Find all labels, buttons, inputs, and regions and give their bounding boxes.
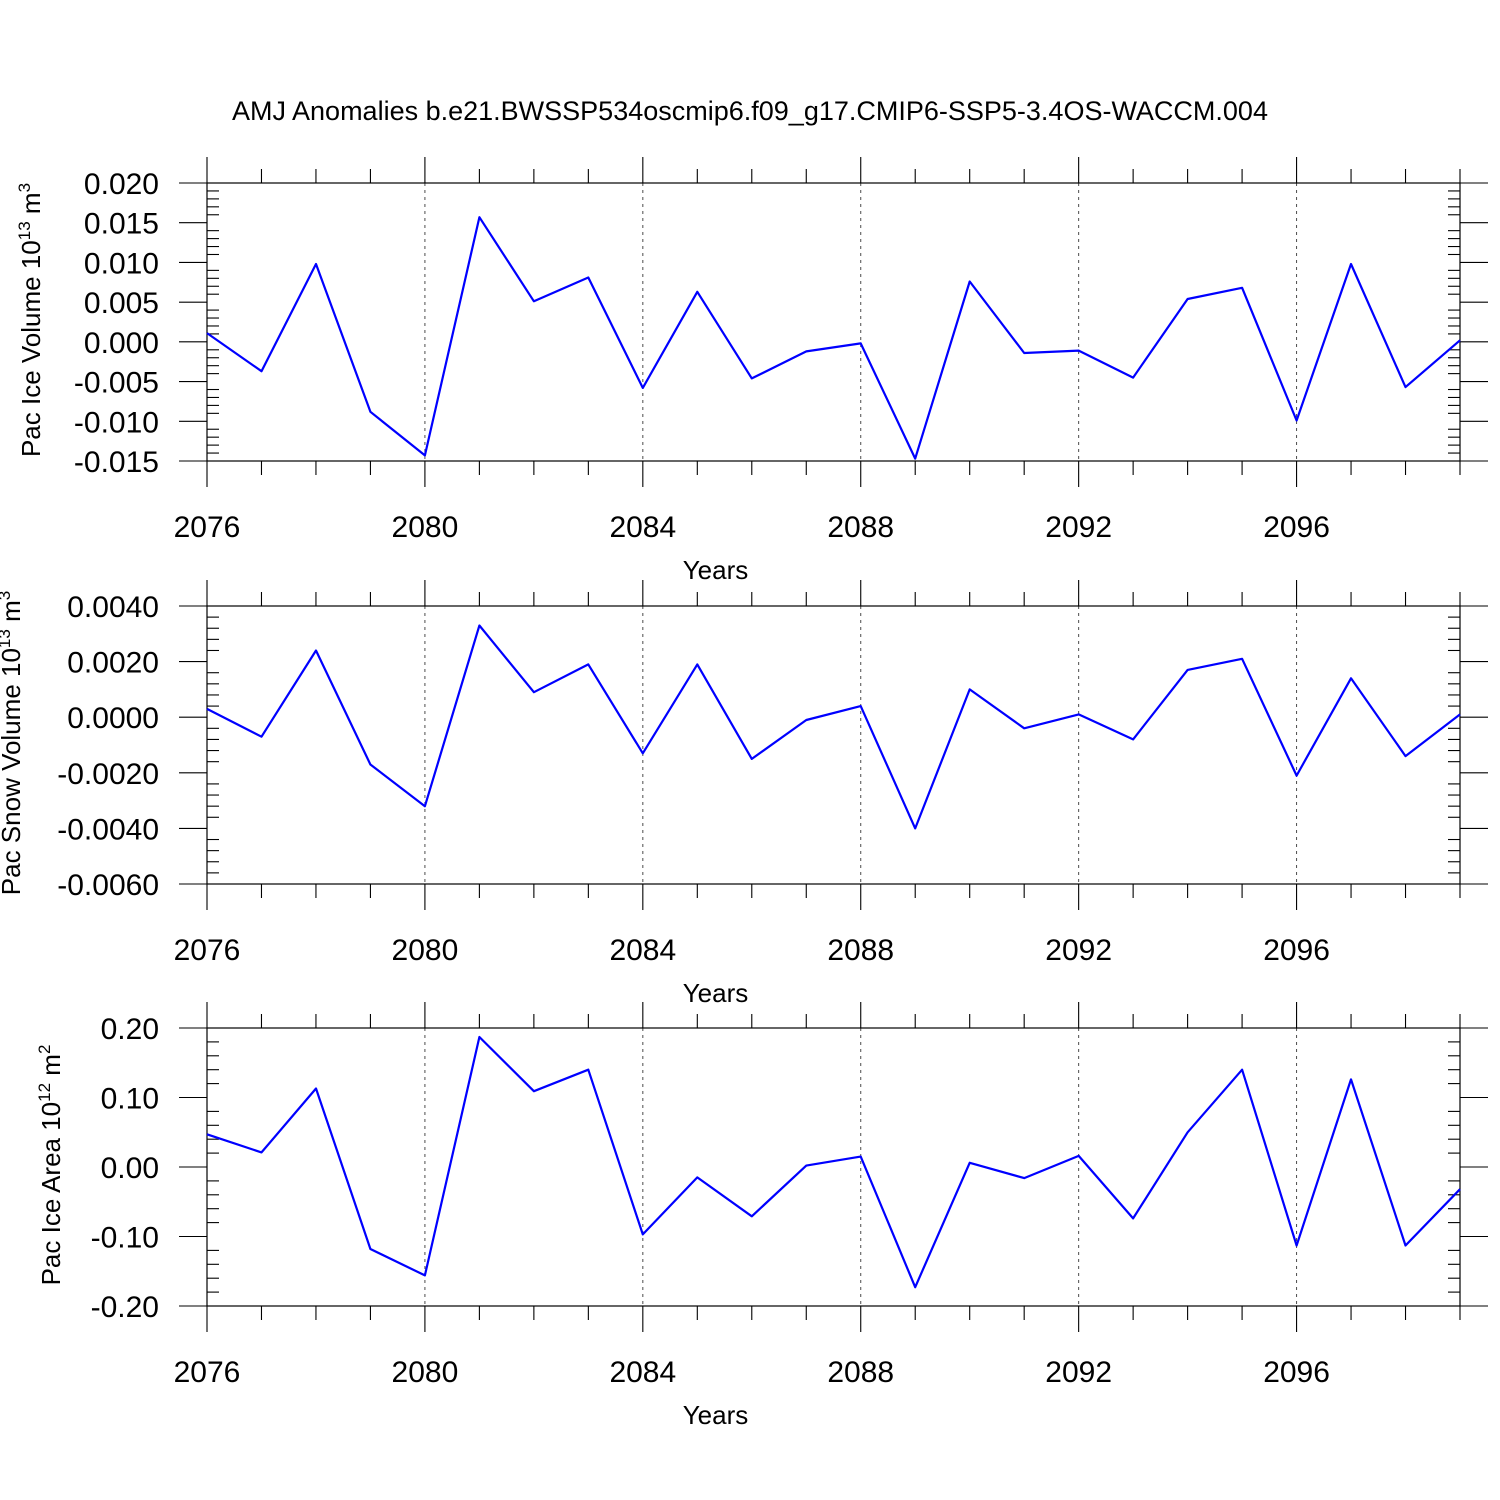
series-line — [206, 216, 1461, 460]
x-tick-label: 2076 — [174, 511, 241, 544]
y-axis-title-unit: m — [16, 192, 46, 221]
y-axis-title-unit-exponent: 3 — [0, 591, 14, 600]
x-tick-label: 2088 — [827, 511, 894, 544]
y-tick-label: -0.010 — [74, 406, 159, 439]
panel-1: -0.015 -0.010 -0.005 0.000 0.005 0.010 0.015 0.… — [15, 157, 1488, 585]
y-axis-title-text: Pac Ice Volume 10 — [16, 240, 46, 457]
x-tick-label: 2080 — [392, 511, 459, 544]
x-tick-label: 2080 — [392, 1356, 459, 1389]
y-axis-title: Pac Ice Area 1012 m2 — [35, 1045, 66, 1286]
y-axis-title-text: Pac Snow Volume 10 — [0, 648, 26, 895]
x-tick-label: 2084 — [609, 1356, 676, 1389]
y-tick-label: 0.20 — [101, 1013, 159, 1046]
y-axis-title: Pac Ice Volume 1013 m3 — [15, 183, 46, 457]
y-tick-label: -0.005 — [74, 367, 159, 400]
y-tick-label: 0.10 — [101, 1083, 159, 1116]
x-axis-title: Years — [683, 1400, 749, 1430]
x-axis-title: Years — [683, 978, 749, 1008]
x-tick-label: 2076 — [174, 934, 241, 967]
figure-title: AMJ Anomalies b.e21.BWSSP534oscmip6.f09_… — [232, 96, 1268, 126]
y-axis-title-unit: m — [36, 1054, 66, 1083]
y-axis-title-text: Pac Ice Area 10 — [36, 1102, 66, 1286]
y-axis-title-unit-exponent: 3 — [15, 183, 34, 192]
y-axis-title-exponent: 13 — [15, 221, 34, 240]
x-tick-label: 2092 — [1045, 1356, 1112, 1389]
y-tick-label: 0.0040 — [67, 591, 159, 624]
y-tick-label: -0.10 — [91, 1222, 159, 1255]
y-axis-title-unit-exponent: 2 — [35, 1045, 54, 1054]
series-line — [206, 624, 1461, 830]
x-tick-label: 2092 — [1045, 934, 1112, 967]
x-tick-label: 2084 — [609, 511, 676, 544]
y-tick-label: -0.015 — [74, 446, 159, 479]
y-axis-title-unit: m — [0, 600, 26, 629]
plot-frame — [206, 605, 1461, 885]
x-tick-label: 2076 — [174, 1356, 241, 1389]
y-axis-title: Pac Snow Volume 1013 m3 — [0, 591, 26, 895]
panels: -0.015 -0.010 -0.005 0.000 0.005 0.010 0.015 0.… — [0, 157, 1488, 1430]
x-tick-label: 2096 — [1263, 1356, 1330, 1389]
x-tick-label: 2088 — [827, 934, 894, 967]
y-tick-label: -0.0040 — [57, 813, 159, 846]
y-tick-label: 0.015 — [84, 208, 159, 241]
y-tick-label: 0.020 — [84, 168, 159, 201]
x-tick-label: 2088 — [827, 1356, 894, 1389]
y-tick-label: 0.0020 — [67, 647, 159, 680]
y-tick-label: 0.0000 — [67, 702, 159, 735]
x-axis-title: Years — [683, 555, 749, 585]
x-tick-label: 2084 — [609, 934, 676, 967]
y-axis-title-exponent: 13 — [0, 629, 14, 648]
y-tick-label: 0.005 — [84, 287, 159, 320]
y-tick-label: 0.000 — [84, 327, 159, 360]
panel-3: -0.20 -0.10 0.00 0.10 0.20 2076 2080 2084 2088 20… — [35, 1002, 1488, 1430]
y-tick-label: 0.00 — [101, 1152, 159, 1185]
y-tick-label: -0.0020 — [57, 758, 159, 791]
panel-2: -0.0060 -0.0040 -0.0020 0.0000 0.0020 0.0040 2… — [0, 580, 1488, 1008]
plot-frame — [206, 182, 1461, 462]
y-axis-title-exponent: 12 — [35, 1083, 54, 1102]
y-tick-label: -0.0060 — [57, 869, 159, 902]
x-tick-label: 2096 — [1263, 511, 1330, 544]
series-line — [206, 1035, 1461, 1289]
y-tick-label: -0.20 — [91, 1291, 159, 1324]
y-tick-label: 0.010 — [84, 247, 159, 280]
x-tick-label: 2096 — [1263, 934, 1330, 967]
x-tick-label: 2092 — [1045, 511, 1112, 544]
x-tick-label: 2080 — [392, 934, 459, 967]
